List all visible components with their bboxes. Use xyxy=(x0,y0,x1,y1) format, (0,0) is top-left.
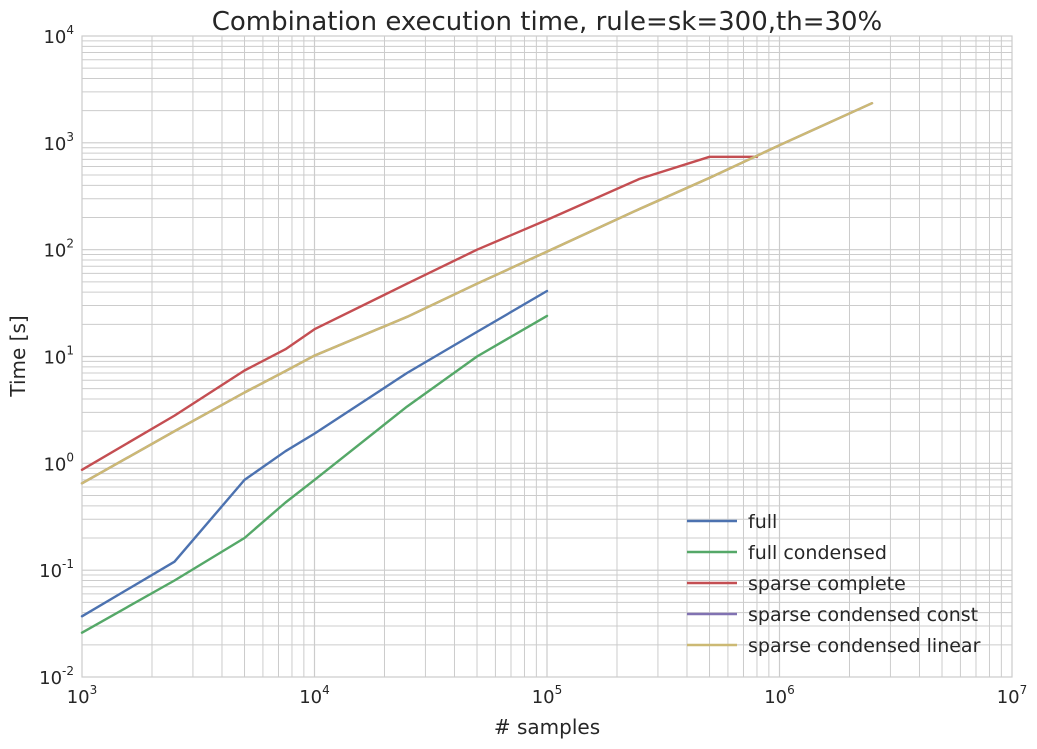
legend-label-sparse-condensed-const: sparse condensed const xyxy=(748,604,978,626)
x-tick-label: 107 xyxy=(997,683,1028,708)
y-tick-label: 102 xyxy=(43,237,74,262)
y-tick-label: 103 xyxy=(43,130,74,155)
legend-label-sparse-condensed-linear: sparse condensed linear xyxy=(748,635,981,657)
plot-frame xyxy=(81,35,1013,678)
series-line-full-condensed xyxy=(80,314,549,634)
legend: full full condensed sparse complete sparse … xyxy=(687,511,981,657)
y-tick-label: 101 xyxy=(43,344,74,369)
y-axis-label: Time [s] xyxy=(6,315,30,397)
chart-title: Combination execution time, rule=sk=300,… xyxy=(212,7,883,37)
x-tick-label: 104 xyxy=(299,683,330,708)
y-tick-label: 10-2 xyxy=(39,664,74,689)
series-line-sparse-condensed-linear xyxy=(80,101,874,485)
x-tick-label: 105 xyxy=(532,683,563,708)
x-tick-label: 103 xyxy=(67,683,98,708)
series-lines xyxy=(80,101,874,634)
grid xyxy=(82,36,1012,677)
series-line-full xyxy=(80,289,549,618)
y-tick-label: 100 xyxy=(43,450,74,475)
x-axis-label: # samples xyxy=(494,715,600,739)
legend-label-sparse-complete: sparse complete xyxy=(748,573,906,595)
series-line-sparse-complete xyxy=(80,155,759,471)
tick-labels: 103 104 105 106 107 10-2 10-1 100 101 102 103 104 xyxy=(39,23,1027,708)
x-tick-label: 106 xyxy=(764,683,795,708)
y-tick-label: 10-1 xyxy=(39,557,74,582)
y-tick-label: 104 xyxy=(43,23,74,48)
legend-label-full: full xyxy=(748,511,777,533)
legend-label-full-condensed: full condensed xyxy=(748,542,887,564)
